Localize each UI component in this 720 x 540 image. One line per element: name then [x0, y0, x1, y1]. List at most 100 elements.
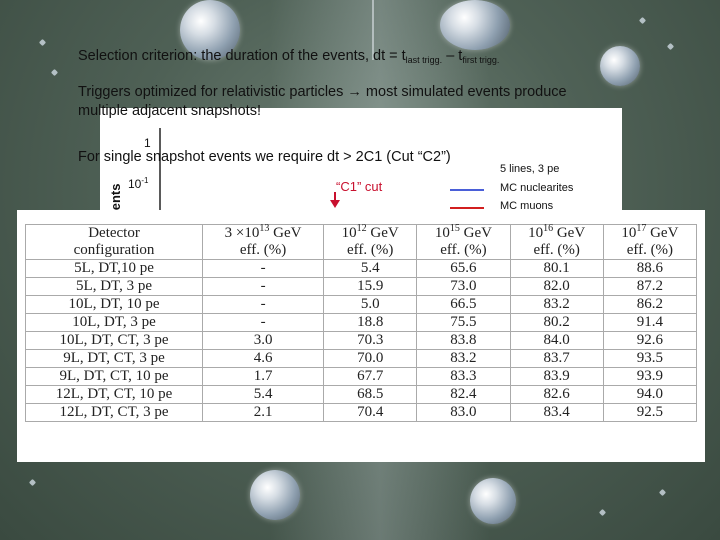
table-cell: - — [202, 259, 325, 278]
table-cell: 83.0 — [416, 403, 511, 422]
table-cell: 1.7 — [202, 367, 325, 386]
detector-sphere-decoration — [470, 478, 516, 524]
legend-line-muons — [450, 207, 484, 209]
detector-sphere-decoration — [250, 470, 300, 520]
table-header-subcell: eff. (%) — [602, 242, 698, 260]
legend-entry: MC nuclearites — [500, 182, 574, 194]
table-cell: 75.5 — [416, 313, 511, 332]
legend-line-nuclearites — [450, 189, 484, 191]
table-cell: 18.8 — [323, 313, 418, 332]
table-cell: 80.2 — [509, 313, 604, 332]
table-header-subcell: eff. (%) — [323, 242, 418, 260]
table-row: 10L, DT, CT, 3 pe 3.0 70.3 83.8 84.0 92.6 — [24, 331, 698, 350]
table-cell: 70.3 — [323, 331, 418, 350]
table-row: 12L, DT, CT, 3 pe 2.1 70.4 83.0 83.4 92.5 — [24, 403, 698, 422]
table-cell: 66.5 — [416, 295, 511, 314]
table-header-subcell: eff. (%) — [202, 242, 325, 260]
table-cell: 10L, DT, 10 pe — [24, 295, 204, 314]
table-cell: 70.4 — [323, 403, 418, 422]
selection-criterion-text: Selection criterion: the duration of the… — [78, 48, 500, 65]
table-cell: 9L, DT, CT, 10 pe — [24, 367, 204, 386]
table-row: 10L, DT, 10 pe -5.0 66.5 83.2 86.2 — [24, 295, 698, 314]
table-cell: 91.4 — [602, 313, 698, 332]
table-cell: 88.6 — [602, 259, 698, 278]
table-cell: 83.8 — [416, 331, 511, 350]
table-header-subcell: eff. (%) — [416, 242, 511, 260]
table-cell: 92.5 — [602, 403, 698, 422]
triggers-text-line1: Triggers optimized for relativistic part… — [78, 84, 567, 100]
table-cell: 83.9 — [509, 367, 604, 386]
table-cell: 3.0 — [202, 331, 325, 350]
table-cell: 83.3 — [416, 367, 511, 386]
table-header-cell: 1016 GeV — [509, 224, 604, 242]
legend-entry: MC muons — [500, 200, 554, 212]
table-cell: 67.7 — [323, 367, 418, 386]
table-row: 12L, DT, CT, 10 pe 5.4 68.5 82.4 82.6 94.0 — [24, 385, 698, 404]
table-cell: 9L, DT, CT, 3 pe — [24, 349, 204, 368]
c1-cut-label: “C1” cut — [336, 179, 383, 194]
table-header-row: Detector 3 ×1013 GeV 1012 GeV 1015 GeV 1016 … — [24, 224, 698, 242]
table-cell: 73.0 — [416, 277, 511, 296]
legend-entry: 5 lines, 3 pe — [500, 163, 560, 175]
table-row: 5L, DT,10 pe -5.4 65.6 80.1 88.6 — [24, 259, 698, 278]
table-cell: 93.9 — [602, 367, 698, 386]
plot-tick-label: 1 — [144, 136, 151, 150]
efficiency-table-panel: Detector 3 ×1013 GeV 1012 GeV 1015 GeV 1016 … — [17, 210, 705, 462]
table-header-subcell: configuration — [24, 242, 204, 260]
table-header-cell: 1017 GeV — [602, 224, 698, 242]
table-cell: 83.2 — [416, 349, 511, 368]
table-cell: 15.9 — [323, 277, 418, 296]
table-row: 9L, DT, CT, 10 pe 1.7 67.7 83.3 83.9 93.9 — [24, 367, 698, 386]
table-cell: 12L, DT, CT, 10 pe — [24, 385, 204, 404]
table-cell: 94.0 — [602, 385, 698, 404]
triggers-text-line2: multiple adjacent snapshots! — [78, 103, 261, 119]
table-cell: - — [202, 313, 325, 332]
table-cell: 4.6 — [202, 349, 325, 368]
table-cell: 86.2 — [602, 295, 698, 314]
detector-sphere-decoration — [440, 0, 510, 50]
table-header-cell: Detector — [24, 224, 204, 242]
table-header-cell: 1015 GeV — [416, 224, 511, 242]
detector-sphere-decoration — [600, 46, 640, 86]
table-cell: 82.0 — [509, 277, 604, 296]
table-cell: 83.4 — [509, 403, 604, 422]
table-cell: 10L, DT, 3 pe — [24, 313, 204, 332]
table-cell: 5.4 — [202, 385, 325, 404]
table-row: 5L, DT, 3 pe -15.9 73.0 82.0 87.2 — [24, 277, 698, 296]
table-cell: 5L, DT, 3 pe — [24, 277, 204, 296]
table-cell: 83.2 — [509, 295, 604, 314]
table-row: 9L, DT, CT, 3 pe 4.6 70.0 83.2 83.7 93.5 — [24, 349, 698, 368]
table-header-subrow: configuration eff. (%) eff. (%) eff. (%) eff… — [24, 242, 698, 260]
table-header-cell: 3 ×1013 GeV — [202, 224, 325, 242]
table-row: 10L, DT, 3 pe -18.8 75.5 80.2 91.4 — [24, 313, 698, 332]
table-cell: 84.0 — [509, 331, 604, 350]
table-cell: - — [202, 295, 325, 314]
efficiency-table: Detector 3 ×1013 GeV 1012 GeV 1015 GeV 1016 … — [24, 224, 698, 422]
plot-y-axis — [159, 128, 161, 212]
table-cell: 65.6 — [416, 259, 511, 278]
table-cell: 2.1 — [202, 403, 325, 422]
table-cell: 80.1 — [509, 259, 604, 278]
detector-sphere-decoration — [180, 0, 240, 60]
table-cell: 12L, DT, CT, 3 pe — [24, 403, 204, 422]
table-cell: 5.4 — [323, 259, 418, 278]
table-cell: 5.0 — [323, 295, 418, 314]
plot-panel: zed events 1 10-1 “C1” cut 5 lines, 3 pe… — [100, 108, 622, 250]
table-header-subcell: eff. (%) — [509, 242, 604, 260]
c1-cut-arrow-stem — [334, 192, 336, 201]
table-cell: 10L, DT, CT, 3 pe — [24, 331, 204, 350]
table-cell: 83.7 — [509, 349, 604, 368]
table-cell: 68.5 — [323, 385, 418, 404]
detector-string-decoration — [372, 0, 374, 60]
table-header-cell: 1012 GeV — [323, 224, 418, 242]
table-cell: 82.4 — [416, 385, 511, 404]
table-cell: 93.5 — [602, 349, 698, 368]
table-cell: 82.6 — [509, 385, 604, 404]
single-snapshot-text: For single snapshot events we require dt… — [78, 149, 451, 165]
table-cell: - — [202, 277, 325, 296]
table-cell: 92.6 — [602, 331, 698, 350]
table-cell: 87.2 — [602, 277, 698, 296]
c1-cut-arrow-icon — [330, 200, 340, 208]
table-cell: 70.0 — [323, 349, 418, 368]
table-cell: 5L, DT,10 pe — [24, 259, 204, 278]
